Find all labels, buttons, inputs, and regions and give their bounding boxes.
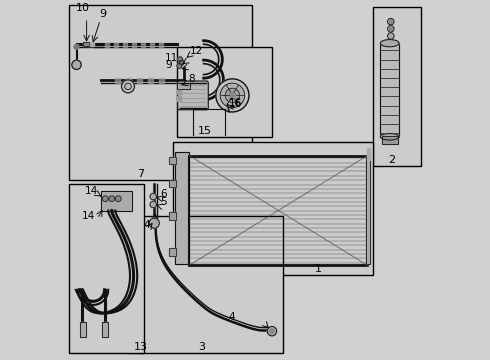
Bar [170,180,176,187]
Bar [176,96,181,101]
Bar [114,43,118,47]
Text: 10: 10 [76,3,90,13]
Text: 3: 3 [198,342,205,352]
Text: 6: 6 [160,189,167,199]
Bar [170,248,176,256]
Bar [80,322,86,337]
Circle shape [102,196,108,202]
Text: 7: 7 [137,169,144,179]
Text: 14: 14 [85,186,98,196]
Bar [149,43,154,47]
Circle shape [270,329,274,333]
Text: 16: 16 [229,98,242,108]
Ellipse shape [380,134,399,140]
Bar [373,7,421,166]
Bar [175,152,189,264]
Bar [170,157,176,164]
Bar [170,212,176,220]
Bar [148,78,153,83]
Text: 4: 4 [228,312,235,322]
Bar [366,156,370,264]
Circle shape [389,27,392,31]
Circle shape [177,63,182,68]
Bar [380,43,399,137]
Text: 13: 13 [134,342,148,352]
Bar [90,42,94,46]
Bar [366,156,370,264]
Circle shape [220,83,245,108]
Circle shape [216,79,249,112]
Circle shape [388,33,394,39]
Bar [176,90,181,94]
Bar [102,322,108,337]
Bar [69,184,144,353]
Text: 2: 2 [388,154,395,165]
Bar [382,136,398,144]
Bar [141,43,145,47]
Text: 14: 14 [82,211,96,221]
Circle shape [229,93,235,98]
Circle shape [150,193,156,200]
Bar [367,148,369,160]
Bar [382,136,398,144]
Bar [173,142,373,275]
Circle shape [149,218,159,228]
Circle shape [225,88,240,103]
Bar [159,78,164,83]
Text: 1: 1 [315,264,322,274]
Bar [137,78,142,83]
Bar [83,42,90,46]
Circle shape [116,196,121,202]
Circle shape [179,60,184,65]
Text: 9: 9 [99,9,106,19]
Text: 11: 11 [165,53,178,63]
Text: 5: 5 [160,197,167,207]
Text: 15: 15 [197,126,212,136]
Bar [170,157,176,164]
Bar [122,43,127,47]
Text: 8: 8 [188,73,195,84]
Circle shape [74,44,79,49]
Bar [159,43,163,47]
Circle shape [150,201,156,208]
Bar [170,180,176,187]
Text: 4: 4 [144,220,150,230]
Bar [116,78,121,83]
Bar [126,78,131,83]
Circle shape [388,18,394,25]
Text: 16: 16 [229,99,242,109]
Circle shape [389,20,392,23]
Bar [104,43,109,47]
Bar [83,42,90,46]
Bar [175,152,189,264]
Bar [80,322,86,337]
Bar [128,216,283,353]
Bar [69,5,252,180]
Circle shape [122,80,134,93]
Bar [101,191,132,211]
Ellipse shape [380,40,399,47]
Bar [380,43,399,137]
Circle shape [178,57,183,62]
Text: 12: 12 [190,46,203,56]
Circle shape [72,60,81,69]
Bar [170,248,176,256]
Text: 9: 9 [165,60,172,70]
Circle shape [109,196,115,202]
Bar [102,322,108,337]
Bar [132,43,136,47]
Bar [177,83,190,89]
Bar [176,47,272,137]
Bar [101,191,132,211]
Bar [177,83,190,89]
FancyBboxPatch shape [178,81,208,110]
Circle shape [268,327,277,336]
Circle shape [388,26,394,32]
Bar [170,212,176,220]
